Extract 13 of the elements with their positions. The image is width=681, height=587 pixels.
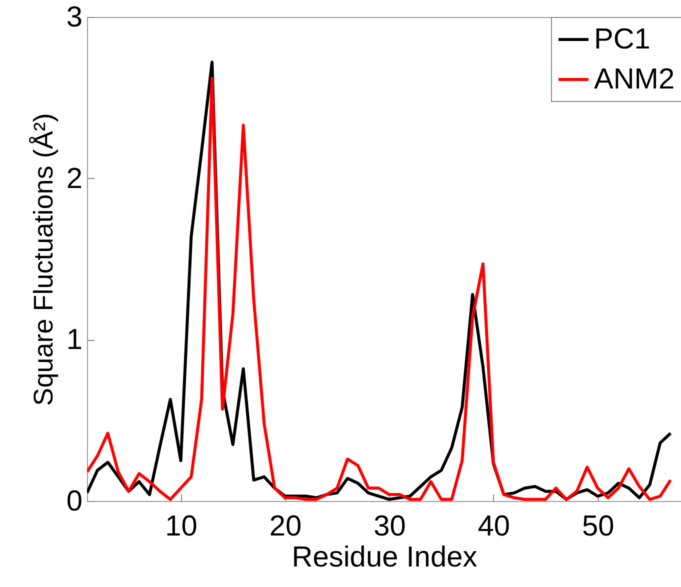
x-tick-label: 10 <box>165 510 198 542</box>
x-axis-title: Residue Index <box>292 542 478 574</box>
y-axis-title: Square Fluctuations (Å²) <box>28 113 58 406</box>
legend-label: PC1 <box>594 24 650 56</box>
y-tick-label: 3 <box>66 2 82 34</box>
x-tick-label: 40 <box>478 510 510 542</box>
x-tick-label: 20 <box>269 510 302 542</box>
y-tick-label: 1 <box>66 324 82 356</box>
legend-label: ANM2 <box>594 64 675 96</box>
y-tick-label: 0 <box>66 486 82 518</box>
x-tick-label: 30 <box>374 510 406 542</box>
x-tick-label: 50 <box>582 510 614 542</box>
y-tick-label: 2 <box>66 162 82 195</box>
